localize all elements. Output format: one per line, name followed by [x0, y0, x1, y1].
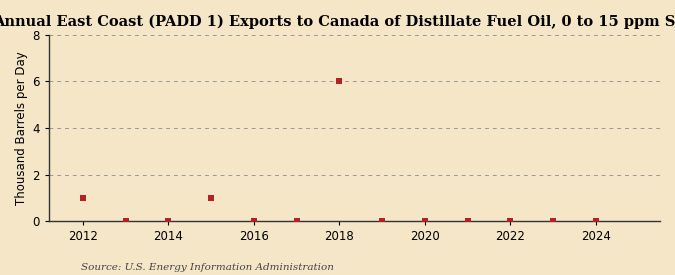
Point: [78, 196, 88, 200]
Y-axis label: Thousand Barrels per Day: Thousand Barrels per Day: [15, 51, 28, 205]
Point: [377, 219, 387, 224]
Point: [334, 78, 345, 83]
Text: Source: U.S. Energy Information Administration: Source: U.S. Energy Information Administ…: [81, 263, 334, 272]
Point: [206, 196, 217, 200]
Point: [163, 219, 173, 224]
Point: [419, 219, 430, 224]
Point: [291, 219, 302, 224]
Point: [505, 219, 516, 224]
Point: [462, 219, 473, 224]
Point: [591, 219, 601, 224]
Point: [248, 219, 259, 224]
Point: [547, 219, 558, 224]
Title: Annual East Coast (PADD 1) Exports to Canada of Distillate Fuel Oil, 0 to 15 ppm: Annual East Coast (PADD 1) Exports to Ca…: [0, 15, 675, 29]
Point: [120, 219, 131, 224]
